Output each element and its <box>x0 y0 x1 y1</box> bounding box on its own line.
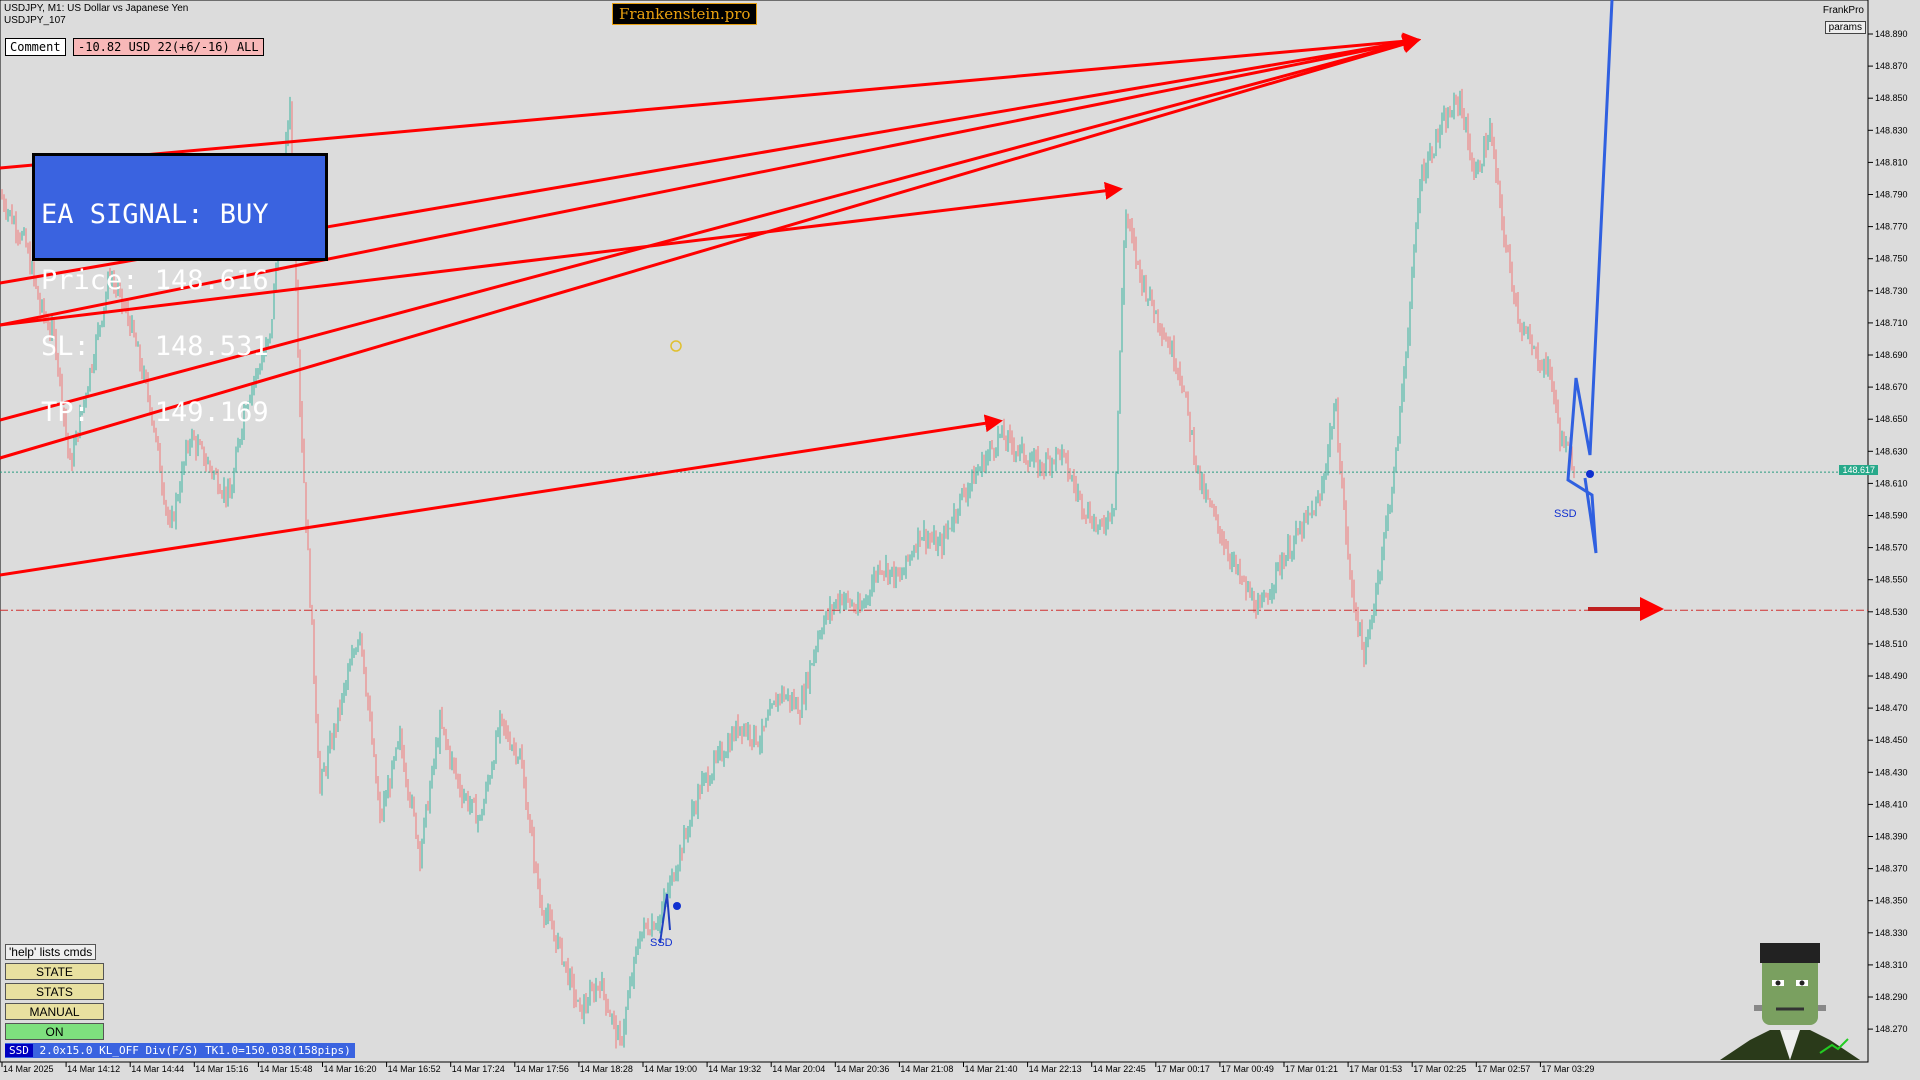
time-tick-label: 14 Mar 16:20 <box>324 1064 377 1074</box>
symbol-title: USDJPY, M1: US Dollar vs Japanese Yen <box>4 3 189 14</box>
price-tick-label: 148.670 <box>1875 382 1908 392</box>
time-tick-label: 14 Mar 18:28 <box>580 1064 633 1074</box>
price-tick-label: 148.650 <box>1875 414 1908 424</box>
price-tick-label: 148.270 <box>1875 1024 1908 1034</box>
trend-arrow <box>0 181 1123 327</box>
status-tag: SSD <box>5 1044 33 1057</box>
brand-banner: Frankenstein.pro <box>612 3 758 25</box>
sun-marker-icon <box>670 340 682 352</box>
brand-label: FrankPro <box>1822 5 1864 16</box>
price-tick-label: 148.530 <box>1875 607 1908 617</box>
price-tick-label: 148.310 <box>1875 960 1908 970</box>
price-tick-label: 148.410 <box>1875 799 1908 809</box>
ssd-dot-right <box>1586 470 1594 478</box>
params-button[interactable]: params <box>1824 21 1866 34</box>
time-tick-label: 14 Mar 16:52 <box>388 1064 441 1074</box>
price-tick-label: 148.590 <box>1875 511 1908 521</box>
time-tick-label: 14 Mar 19:00 <box>644 1064 697 1074</box>
price-tick-label: 148.730 <box>1875 286 1908 296</box>
time-tick-label: 17 Mar 03:29 <box>1541 1064 1594 1074</box>
time-tick-label: 14 Mar 22:13 <box>1029 1064 1082 1074</box>
manual-button[interactable]: MANUAL <box>5 1003 104 1020</box>
price-axis: 148.890 148.870 148.850 148.830 148.810 148.7… <box>1868 29 1908 1034</box>
time-tick-label: 17 Mar 02:57 <box>1477 1064 1530 1074</box>
price-tick-label: 148.390 <box>1875 832 1908 842</box>
price-tick-label: 148.790 <box>1875 190 1908 200</box>
time-tick-label: 14 Mar 2025 <box>3 1064 54 1074</box>
state-button[interactable]: STATE <box>5 963 104 980</box>
time-tick-label: 17 Mar 00:17 <box>1157 1064 1210 1074</box>
price-tick-label: 148.710 <box>1875 318 1908 328</box>
price-tick-label: 148.290 <box>1875 992 1908 1002</box>
signal-title: EA SIGNAL: BUY <box>41 199 269 230</box>
time-tick-label: 17 Mar 00:49 <box>1221 1064 1274 1074</box>
price-tick-label: 148.850 <box>1875 93 1908 103</box>
price-tick-label: 148.510 <box>1875 639 1908 649</box>
current-price-tag: 148.617 <box>1839 465 1878 475</box>
frankenstein-avatar-icon <box>1720 943 1860 1060</box>
projection-line-left <box>659 893 671 944</box>
price-tick-label: 148.490 <box>1875 671 1908 681</box>
price-tick-label: 148.430 <box>1875 767 1908 777</box>
stats-button[interactable]: STATS <box>5 983 104 1000</box>
price-tick-label: 148.470 <box>1875 703 1908 713</box>
time-tick-label: 14 Mar 19:32 <box>708 1064 761 1074</box>
help-label: 'help' lists cmds <box>5 944 97 960</box>
price-tick-label: 148.890 <box>1875 29 1908 39</box>
signal-sl: SL: 148.531 <box>41 331 269 362</box>
price-tick-label: 148.550 <box>1875 575 1908 585</box>
ssd-marker-left: SSD <box>650 937 673 949</box>
time-tick-label: 14 Mar 20:04 <box>772 1064 825 1074</box>
signal-box: EA SIGNAL: BUY Price: 148.616 SL: 148.53… <box>32 153 328 426</box>
time-tick-label: 17 Mar 01:53 <box>1349 1064 1402 1074</box>
projection-line <box>1566 0 1614 554</box>
comment-value: -10.82 USD 22(+6/-16) ALL <box>73 38 264 56</box>
time-tick-label: 14 Mar 17:24 <box>452 1064 505 1074</box>
time-tick-label: 14 Mar 21:08 <box>900 1064 953 1074</box>
price-tick-label: 148.690 <box>1875 350 1908 360</box>
price-tick-label: 148.610 <box>1875 478 1908 488</box>
price-tick-label: 148.350 <box>1875 896 1908 906</box>
time-tick-label: 14 Mar 17:56 <box>516 1064 569 1074</box>
time-tick-label: 17 Mar 01:21 <box>1285 1064 1338 1074</box>
symbol-subtitle: USDJPY_107 <box>4 15 66 26</box>
ssd-dot-left <box>673 902 681 910</box>
trend-arrow <box>0 414 1003 577</box>
time-tick-label: 14 Mar 14:12 <box>67 1064 120 1074</box>
price-tick-label: 148.870 <box>1875 61 1908 71</box>
trend-arrow <box>0 35 1421 422</box>
on-button[interactable]: ON <box>5 1023 104 1040</box>
price-tick-label: 148.830 <box>1875 125 1908 135</box>
signal-tp: TP: 149.169 <box>41 397 269 428</box>
trend-arrows: SSD SSD <box>0 0 1868 949</box>
ssd-marker-right: SSD <box>1554 508 1577 520</box>
time-tick-label: 14 Mar 22:45 <box>1093 1064 1146 1074</box>
status-bar: SSD 2.0x15.0 KL_OFF Div(F/S) TK1.0=150.0… <box>5 1043 355 1058</box>
trend-arrow <box>0 35 1421 460</box>
time-tick-label: 14 Mar 15:16 <box>195 1064 248 1074</box>
price-tick-label: 148.570 <box>1875 543 1908 553</box>
price-tick-label: 148.370 <box>1875 864 1908 874</box>
trend-arrow <box>0 34 1421 327</box>
time-tick-label: 14 Mar 21:40 <box>965 1064 1018 1074</box>
time-tick-label: 14 Mar 20:36 <box>836 1064 889 1074</box>
time-tick-label: 14 Mar 15:48 <box>259 1064 312 1074</box>
price-tick-label: 148.630 <box>1875 446 1908 456</box>
time-tick-label: 14 Mar 14:44 <box>131 1064 184 1074</box>
time-tick-label: 17 Mar 02:25 <box>1413 1064 1466 1074</box>
time-axis: 14 Mar 2025 14 Mar 14:12 14 Mar 14:44 14 Ma… <box>1 1062 1594 1074</box>
price-tick-label: 148.770 <box>1875 222 1908 232</box>
price-tick-label: 148.450 <box>1875 735 1908 745</box>
comment-label: Comment <box>5 38 66 56</box>
signal-price: Price: 148.616 <box>41 265 269 296</box>
price-tick-label: 148.810 <box>1875 157 1908 167</box>
trend-arrow <box>0 32 1421 170</box>
price-tick-label: 148.330 <box>1875 928 1908 938</box>
status-text: 2.0x15.0 KL_OFF Div(F/S) TK1.0=150.038(1… <box>39 1044 351 1057</box>
price-tick-label: 148.750 <box>1875 254 1908 264</box>
